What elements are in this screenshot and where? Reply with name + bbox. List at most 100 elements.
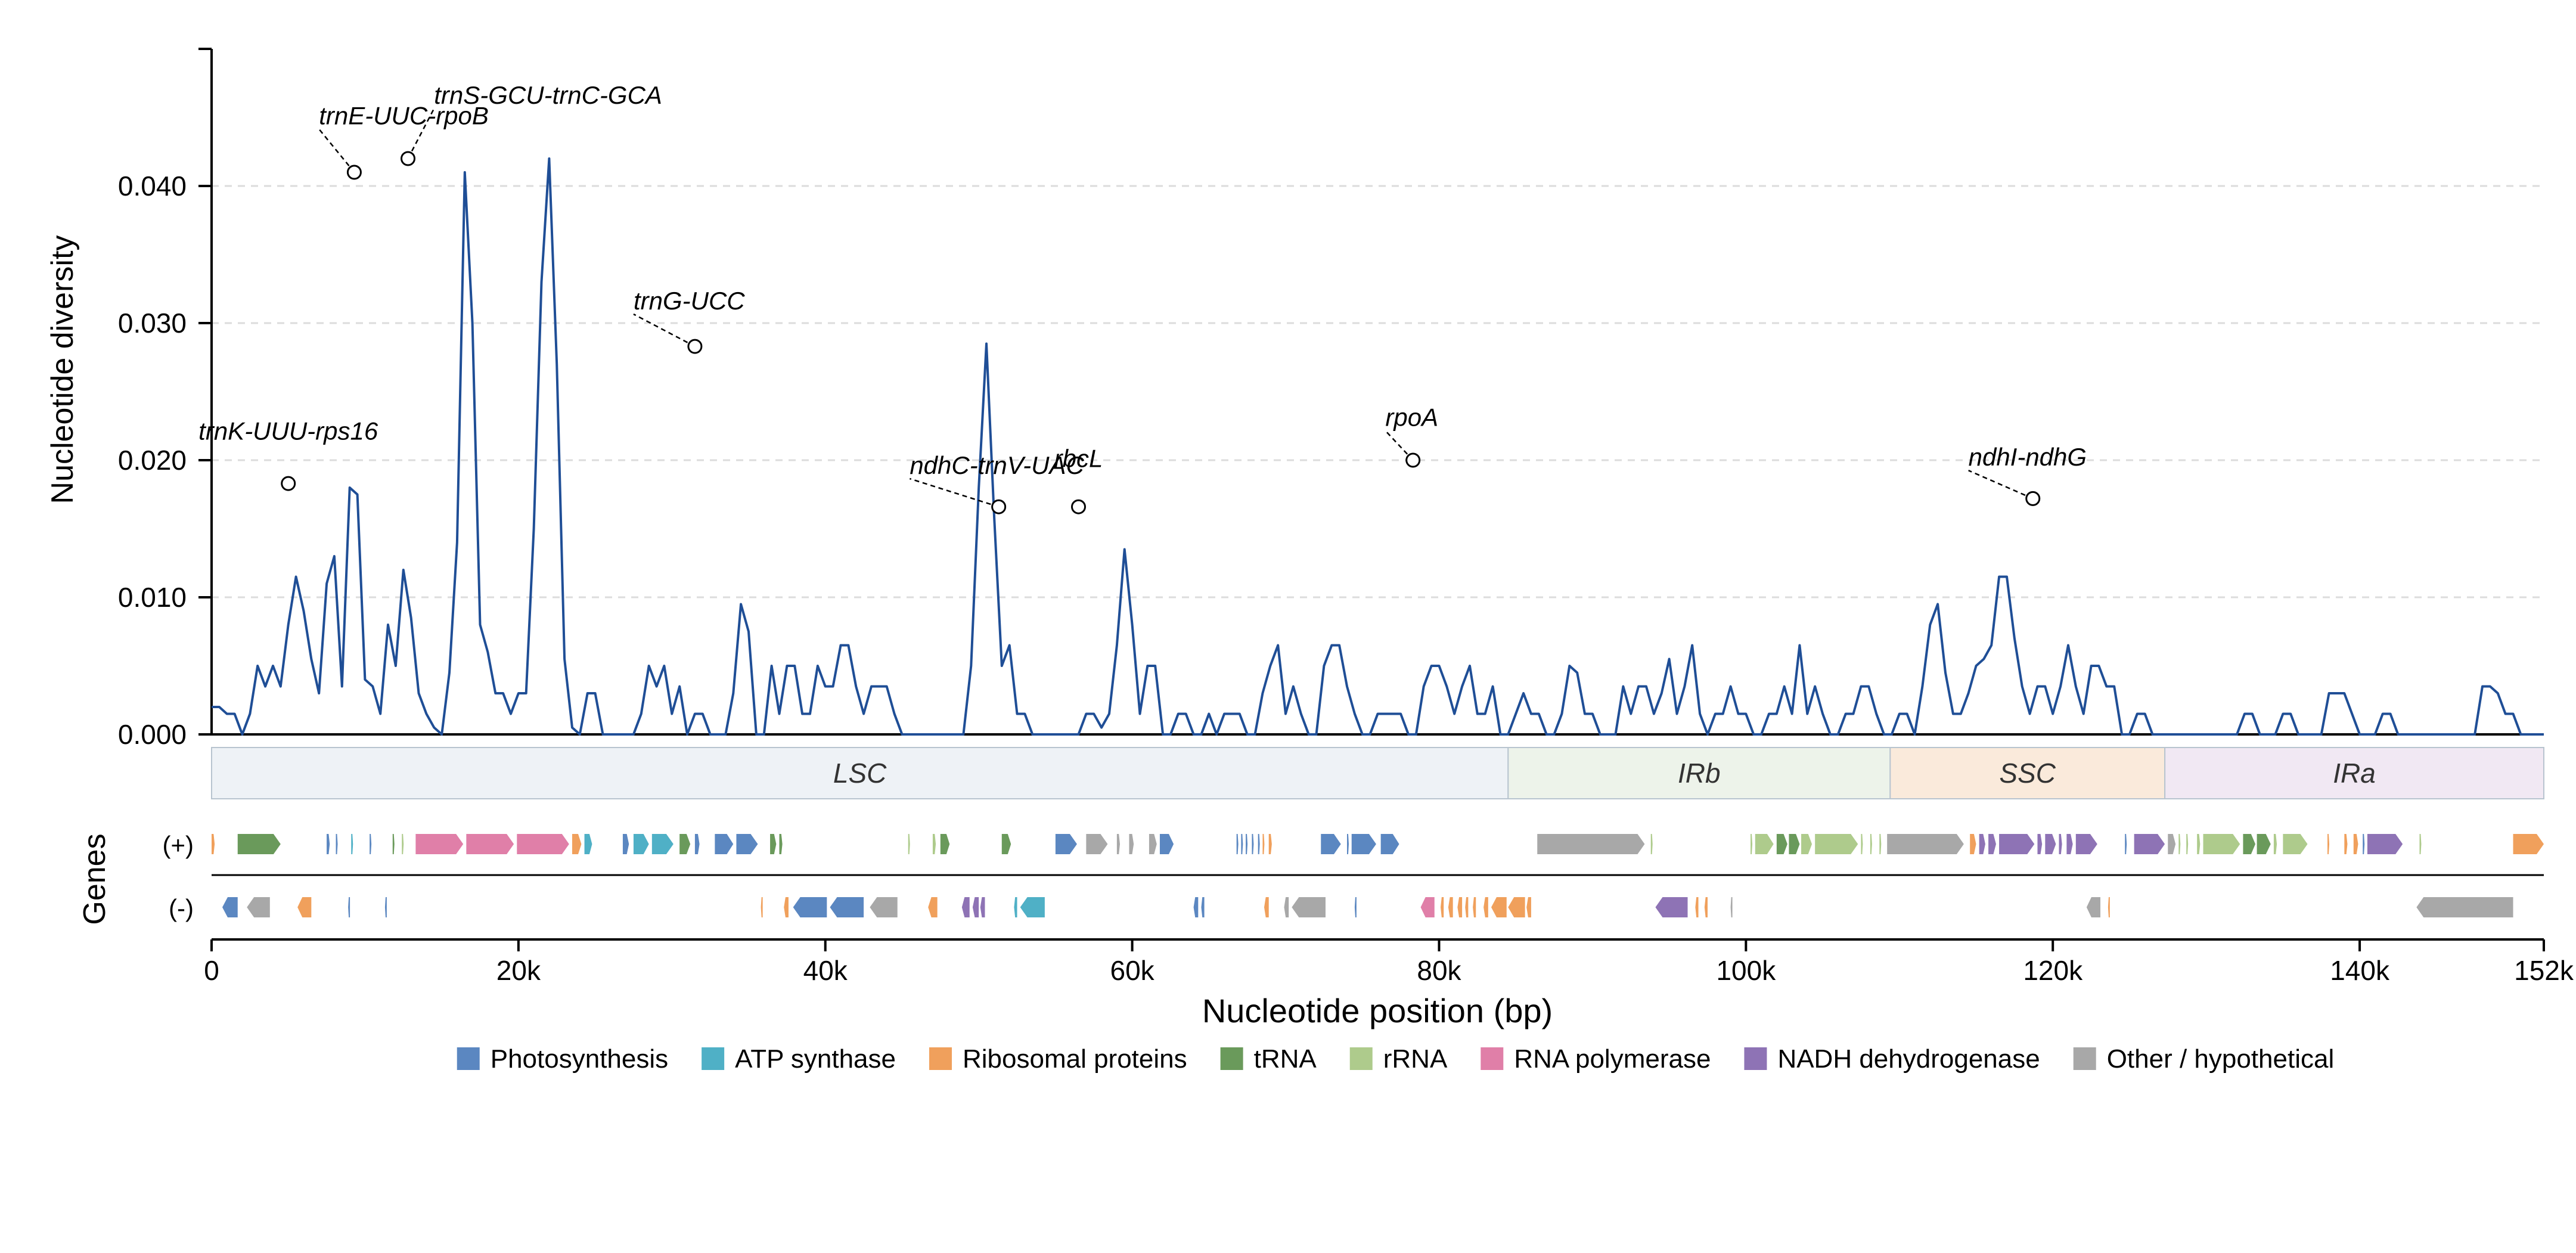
gene-atp xyxy=(633,834,649,854)
gene-photo xyxy=(622,834,629,854)
grid-lines xyxy=(212,185,2544,598)
gene-ribo xyxy=(297,897,312,917)
gene-rrna xyxy=(2419,834,2422,854)
gene-ndh xyxy=(1655,897,1688,917)
diversity-line-layer xyxy=(212,157,2544,736)
legend-swatch-ribo xyxy=(929,1047,952,1070)
gene-rnapol xyxy=(415,834,464,854)
gene-photo xyxy=(327,834,330,854)
legend-swatch-photo xyxy=(457,1047,480,1070)
legend-label-atp: ATP synthase xyxy=(735,1044,896,1074)
gene-rrna xyxy=(2186,834,2189,854)
gene-photo xyxy=(1252,834,1254,854)
gene-rrna xyxy=(2273,834,2277,854)
gene-atp xyxy=(651,834,674,854)
gene-photo xyxy=(336,834,338,854)
region-ssc xyxy=(1889,747,2166,799)
region-irb xyxy=(1507,747,1891,799)
gene-trna xyxy=(2257,834,2271,854)
gene-photo xyxy=(694,834,700,854)
peak-marker xyxy=(401,151,416,166)
legend-swatch-rrna xyxy=(1349,1047,1373,1070)
x-tick-label: 0 xyxy=(204,955,219,986)
legend-swatch-trna xyxy=(1220,1047,1243,1070)
gene-ribo xyxy=(1695,897,1699,917)
gene-ndh xyxy=(2134,834,2165,854)
gene-other xyxy=(870,897,898,917)
gene-ribo xyxy=(2344,834,2348,854)
x-tick-label: 60k xyxy=(1110,955,1155,986)
y-tick-label: 0.000 xyxy=(118,719,187,750)
gene-rrna xyxy=(1870,834,1872,854)
peak-annotations: trnK-UUU-rps16 trnE-UUC-rpoBtrnS-GCU-trnC… xyxy=(198,81,2087,514)
gene-rrna xyxy=(1755,834,1774,854)
strand-plus-label: (+) xyxy=(163,831,194,859)
peak-marker xyxy=(1405,452,1421,468)
gene-trna xyxy=(392,834,395,854)
legend-swatch-ndh xyxy=(1744,1047,1767,1070)
x-tick-label: 152k xyxy=(2514,955,2574,986)
gene-ndh xyxy=(980,897,985,917)
gene-photo xyxy=(1241,834,1243,854)
gene-rnapol xyxy=(1420,897,1435,917)
gene-rrna xyxy=(1650,834,1653,854)
gene-rnapol xyxy=(517,834,569,854)
gene-photo xyxy=(1201,897,1205,917)
gene-atp xyxy=(1020,897,1045,917)
x-tick-label: 80k xyxy=(1417,955,1461,986)
gene-photo xyxy=(348,897,350,917)
annotation-leader xyxy=(318,128,355,173)
gene-ribo xyxy=(2353,834,2358,854)
region-label: IRb xyxy=(1678,758,1721,789)
gene-atp xyxy=(351,834,353,854)
gene-other xyxy=(1116,834,1121,854)
gene-photo xyxy=(2125,834,2127,854)
annotation-leader xyxy=(909,477,1000,508)
gene-rrna xyxy=(1879,834,1882,854)
x-tick-label: 40k xyxy=(803,955,848,986)
gene-ndh xyxy=(961,897,970,917)
gene-photo xyxy=(1321,834,1341,854)
gene-photo xyxy=(1354,897,1357,917)
peak-label: rbcL xyxy=(1054,445,1103,473)
gene-ribo xyxy=(1704,897,1708,917)
gene-photo xyxy=(715,834,734,854)
gene-ribo xyxy=(1441,897,1444,917)
gene-other xyxy=(1887,834,1964,854)
gene-ndh xyxy=(2367,834,2403,854)
gene-trna xyxy=(237,834,281,854)
gene-ribo xyxy=(2327,834,2330,854)
legend-label-other: Other / hypothetical xyxy=(2107,1044,2335,1074)
gene-rrna xyxy=(1861,834,1863,854)
gene-ribo xyxy=(784,897,789,917)
region-ira xyxy=(2164,747,2544,799)
peak-label: ndhI-ndhG xyxy=(1969,443,2087,471)
peak-label: trnS-GCU-trnC-GCA xyxy=(434,81,662,109)
gene-photo xyxy=(1246,834,1248,854)
gene-ndh xyxy=(2037,834,2043,854)
gene-atp xyxy=(1014,897,1017,917)
gene-other xyxy=(1284,897,1289,917)
gene-rrna xyxy=(2197,834,2201,854)
gene-rrna xyxy=(2283,834,2308,854)
gene-ribo xyxy=(1262,834,1265,854)
legend-swatch-atp xyxy=(702,1047,725,1070)
gene-trna xyxy=(679,834,691,854)
x-tick-label: 100k xyxy=(1716,955,1776,986)
gene-ribo xyxy=(1508,897,1525,917)
gene-ribo xyxy=(572,834,582,854)
peak-label: trnG-UCC xyxy=(634,287,745,315)
gene-ribo xyxy=(1465,897,1469,917)
genes-label: Genes xyxy=(77,833,112,925)
region-label: SSC xyxy=(1999,758,2056,789)
legend-swatch-other xyxy=(2073,1047,2096,1070)
gene-photo xyxy=(830,897,864,917)
x-axis-title: Nucleotide position (bp) xyxy=(1202,992,1553,1029)
peak-label: trnE-UUC-rpoB xyxy=(319,102,489,130)
gene-other xyxy=(1149,834,1157,854)
gene-trna xyxy=(1789,834,1800,854)
gene-other xyxy=(1086,834,1108,854)
gene-ribo xyxy=(1491,897,1507,917)
legend-label-ndh: NADH dehydrogenase xyxy=(1777,1044,2040,1074)
